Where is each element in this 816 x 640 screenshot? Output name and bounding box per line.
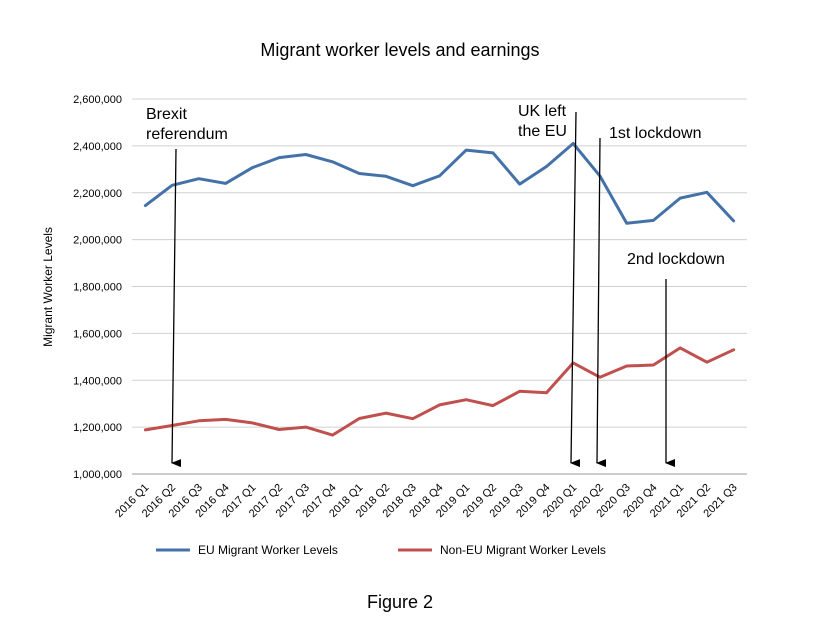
legend-label: Non-EU Migrant Worker Levels	[440, 543, 606, 557]
annotation-label: 1st lockdown	[609, 125, 702, 142]
series-lines	[143, 142, 736, 437]
y-tick-label: 2,400,000	[73, 141, 122, 153]
y-tick-label: 2,000,000	[73, 235, 122, 247]
annotation-label: 2nd lockdown	[627, 251, 725, 268]
annotations: Brexit referendum UK left the EU 1st lockdow…	[146, 103, 725, 468]
y-tick-label: 2,200,000	[73, 188, 122, 200]
annotation-arrow	[570, 111, 581, 468]
annotation-label: UK left	[518, 103, 567, 120]
y-tick-label: 1,800,000	[73, 282, 122, 294]
y-axis-ticks: 1,000,000 1,200,000 1,400,000 1,600,000 1,80…	[73, 94, 122, 481]
legend-label: EU Migrant Worker Levels	[198, 543, 338, 557]
annotation-arrow	[596, 137, 607, 468]
y-tick-label: 1,200,000	[73, 422, 122, 434]
y-axis-label: Migrant Worker Levels	[41, 227, 55, 347]
y-tick-label: 2,600,000	[73, 94, 122, 106]
non-eu-series-line	[143, 346, 736, 437]
eu-series-line	[143, 142, 736, 225]
annotation-label: referendum	[146, 126, 228, 143]
chart-title: Migrant worker levels and earnings	[260, 40, 540, 60]
annotation-label: the EU	[518, 123, 567, 140]
y-tick-label: 1,000,000	[73, 469, 122, 481]
annotation-label: Brexit	[146, 106, 187, 123]
annotation-arrow	[171, 148, 182, 468]
figure-caption: Figure 2	[366, 592, 434, 612]
legend: EU Migrant Worker Levels Non-EU Migrant W…	[156, 543, 606, 557]
y-tick-label: 1,400,000	[73, 375, 122, 387]
y-tick-label: 1,600,000	[73, 328, 122, 340]
gridlines	[132, 98, 747, 475]
